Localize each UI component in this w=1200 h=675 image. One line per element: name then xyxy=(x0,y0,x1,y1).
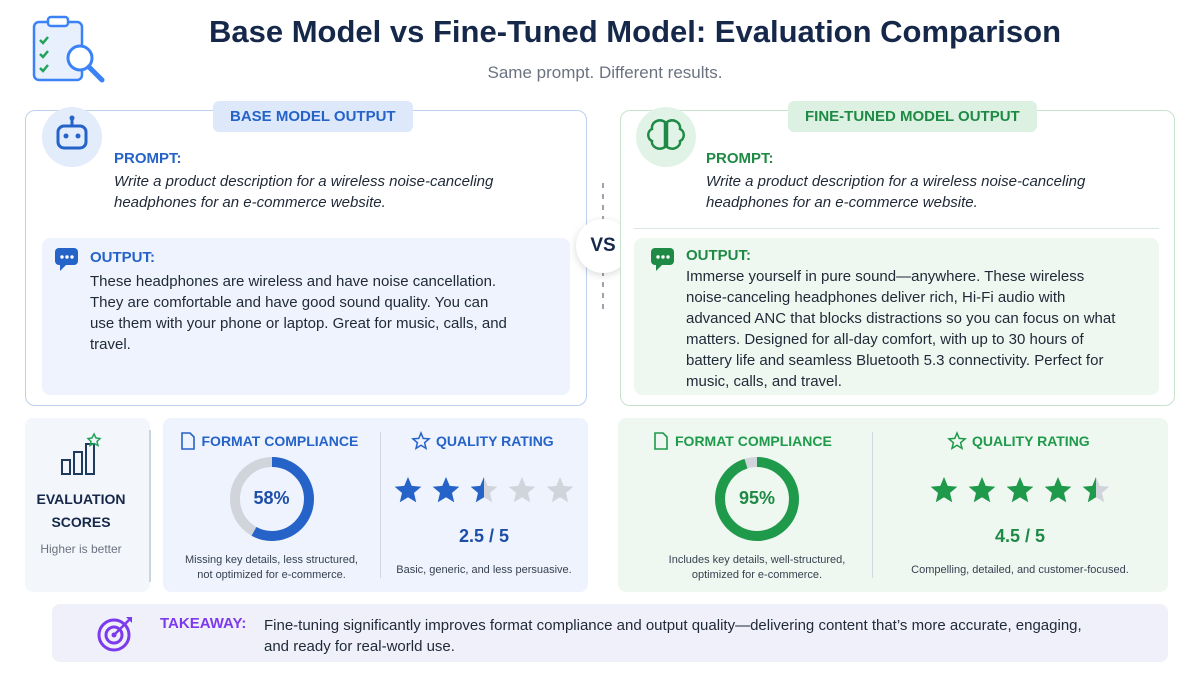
star-icon xyxy=(411,431,431,451)
star-filled xyxy=(1044,477,1072,503)
star-filled xyxy=(394,477,422,503)
chat-icon xyxy=(55,248,78,271)
finetuned-eval-card xyxy=(618,418,1168,592)
format-label: FORMAT COMPLIANCE xyxy=(201,433,359,449)
title: Base Model vs Fine-Tuned Model: Evaluati… xyxy=(208,14,1062,49)
panel-label: BASE MODEL OUTPUT xyxy=(213,101,413,132)
format-note: Includes key details, well-structured, o… xyxy=(668,554,846,581)
donut-arc xyxy=(229,457,314,541)
format-label: FORMAT COMPLIANCE xyxy=(675,433,832,449)
star-empty xyxy=(546,477,574,503)
star-empty xyxy=(508,477,536,503)
separator xyxy=(634,228,1159,229)
quality-label: QUALITY RATING xyxy=(436,433,554,449)
prompt-text: Write a product description for a wirele… xyxy=(706,173,1086,211)
format-note: Missing key details, less structured, no… xyxy=(184,554,358,581)
scores-card xyxy=(25,418,150,592)
rating-value: 4.5 / 5 xyxy=(994,526,1046,546)
rating-value: 2.5 / 5 xyxy=(458,526,510,546)
star-icon xyxy=(947,431,967,451)
output-box xyxy=(634,238,1159,395)
output-label: OUTPUT: xyxy=(686,247,751,264)
star-filled xyxy=(1006,477,1034,503)
brain-icon xyxy=(636,107,696,167)
scores-title: EVALUATION SCORES xyxy=(36,491,126,530)
output-label: OUTPUT: xyxy=(90,249,155,266)
target-icon xyxy=(97,617,132,652)
takeaway-text: Fine-tuning significantly improves forma… xyxy=(264,617,1082,655)
separator xyxy=(149,430,151,582)
star-filled xyxy=(470,477,484,503)
star-filled xyxy=(968,477,996,503)
separator xyxy=(872,432,873,578)
clipboard-icon xyxy=(32,15,105,83)
eval-content: FORMAT COMPLIANCE 58% Missing key details,… xyxy=(163,418,588,592)
robot-icon xyxy=(42,107,102,167)
doc-shape xyxy=(654,432,668,450)
quality-label: QUALITY RATING xyxy=(972,433,1090,449)
donut xyxy=(715,457,799,541)
takeaway-label: TAKEAWAY: xyxy=(160,615,247,632)
separator xyxy=(380,432,381,578)
output-text: These headphones are wireless and have n… xyxy=(90,273,507,353)
doc-shape xyxy=(180,432,195,450)
quality-note: Compelling, detailed, and customer-focus… xyxy=(911,564,1129,576)
quality-note: Basic, generic, and less persuasive. xyxy=(396,564,572,576)
stars xyxy=(394,477,574,503)
star-filled xyxy=(930,477,958,503)
stars xyxy=(930,477,1110,503)
bars-icon xyxy=(61,432,102,475)
star-filled xyxy=(1082,477,1096,503)
format-value: 95% xyxy=(738,488,776,508)
doc-icon xyxy=(180,432,195,450)
star-outline xyxy=(411,431,431,451)
takeaway-box xyxy=(52,604,1168,662)
prompt-text: Write a product description for a wirele… xyxy=(114,173,494,211)
chat-icon xyxy=(651,248,674,271)
output-text: Immerse yourself in pure sound—anywhere.… xyxy=(686,268,1116,390)
star-outline xyxy=(947,431,967,451)
subtitle: Same prompt. Different results. xyxy=(487,63,723,82)
doc-icon xyxy=(654,432,668,450)
star-filled xyxy=(432,477,460,503)
format-value: 58% xyxy=(253,488,290,508)
panel-label: FINE-TUNED MODEL OUTPUT xyxy=(788,101,1037,132)
eval-content: FORMAT COMPLIANCE 95% Includes key details… xyxy=(618,418,1168,592)
scores-note: Higher is better xyxy=(40,542,122,556)
donut-arc xyxy=(715,457,799,541)
output-box xyxy=(42,238,570,395)
prompt-label: PROMPT: xyxy=(114,150,182,167)
prompt-label: PROMPT: xyxy=(706,150,774,167)
donut xyxy=(229,457,314,541)
